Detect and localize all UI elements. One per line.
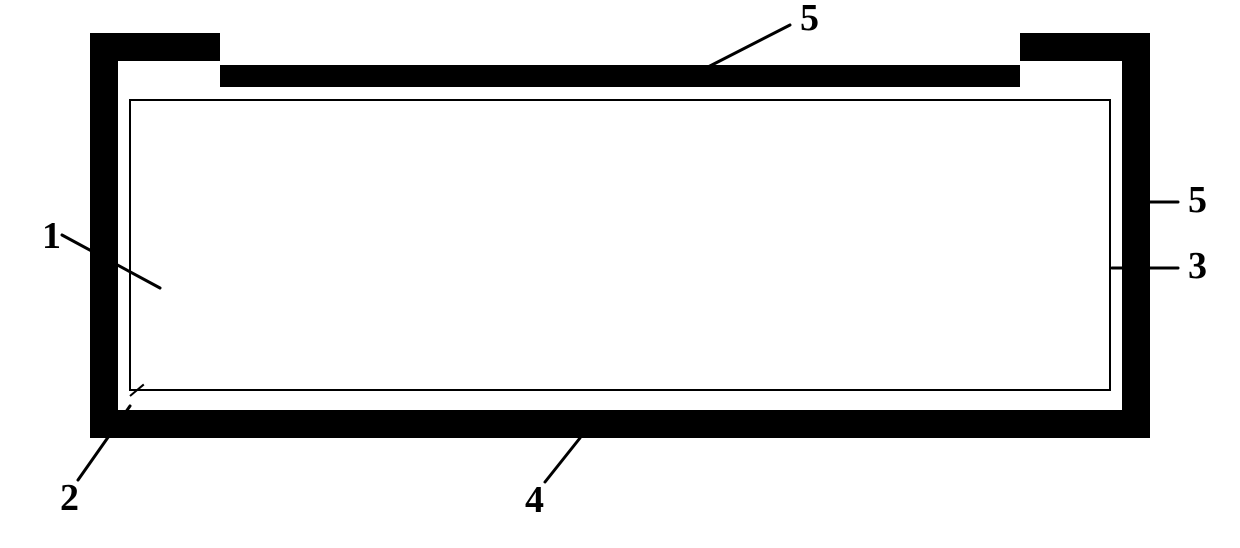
inner-rectangle	[130, 100, 1110, 390]
label-2: 2	[60, 477, 79, 519]
label-5b: 5	[1188, 179, 1207, 221]
label-1: 1	[42, 215, 61, 257]
label-4: 4	[525, 479, 544, 521]
label-3: 3	[1188, 245, 1207, 287]
frame-outline	[90, 33, 1150, 438]
leader-4	[545, 438, 580, 482]
leader-5a	[706, 25, 790, 68]
label-5a: 5	[800, 0, 819, 39]
